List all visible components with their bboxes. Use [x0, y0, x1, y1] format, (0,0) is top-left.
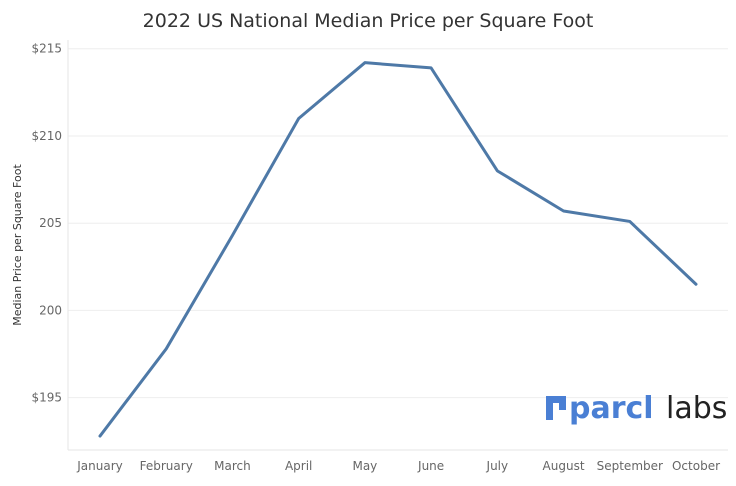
series-line	[98, 61, 698, 438]
parcl-logo-mark-icon	[546, 396, 566, 420]
x-tick-label: February	[140, 459, 193, 473]
gridlines	[68, 48, 728, 399]
x-tick-label: September	[597, 459, 663, 473]
x-tick-label: May	[352, 459, 377, 473]
x-tick-label: October	[672, 459, 720, 473]
x-tick-label: January	[76, 459, 123, 473]
parcl-labs-logo: parcl labs	[546, 391, 727, 426]
y-tick-label: 205	[39, 216, 62, 230]
y-tick-label: $210	[31, 129, 62, 143]
y-axis-title: Median Price per Square Foot	[11, 164, 24, 326]
series-group	[98, 61, 698, 438]
chart-title: 2022 US National Median Price per Square…	[142, 10, 594, 32]
logo-brand-text: parcl	[569, 391, 654, 426]
y-tick-label: $195	[31, 391, 62, 405]
y-tick-label: 200	[39, 303, 62, 317]
y-tick-labels: $195 200 205 $210 $215	[31, 42, 62, 405]
x-tick-label: June	[417, 459, 444, 473]
x-tick-label: July	[486, 459, 509, 473]
x-tick-label: April	[285, 459, 312, 473]
x-tick-label: March	[214, 459, 251, 473]
x-tick-labels: January February March April May June July Augu…	[76, 459, 720, 473]
x-tick-label: August	[543, 459, 585, 473]
y-tick-label: $215	[31, 42, 62, 56]
logo-suffix-text: labs	[666, 391, 727, 426]
